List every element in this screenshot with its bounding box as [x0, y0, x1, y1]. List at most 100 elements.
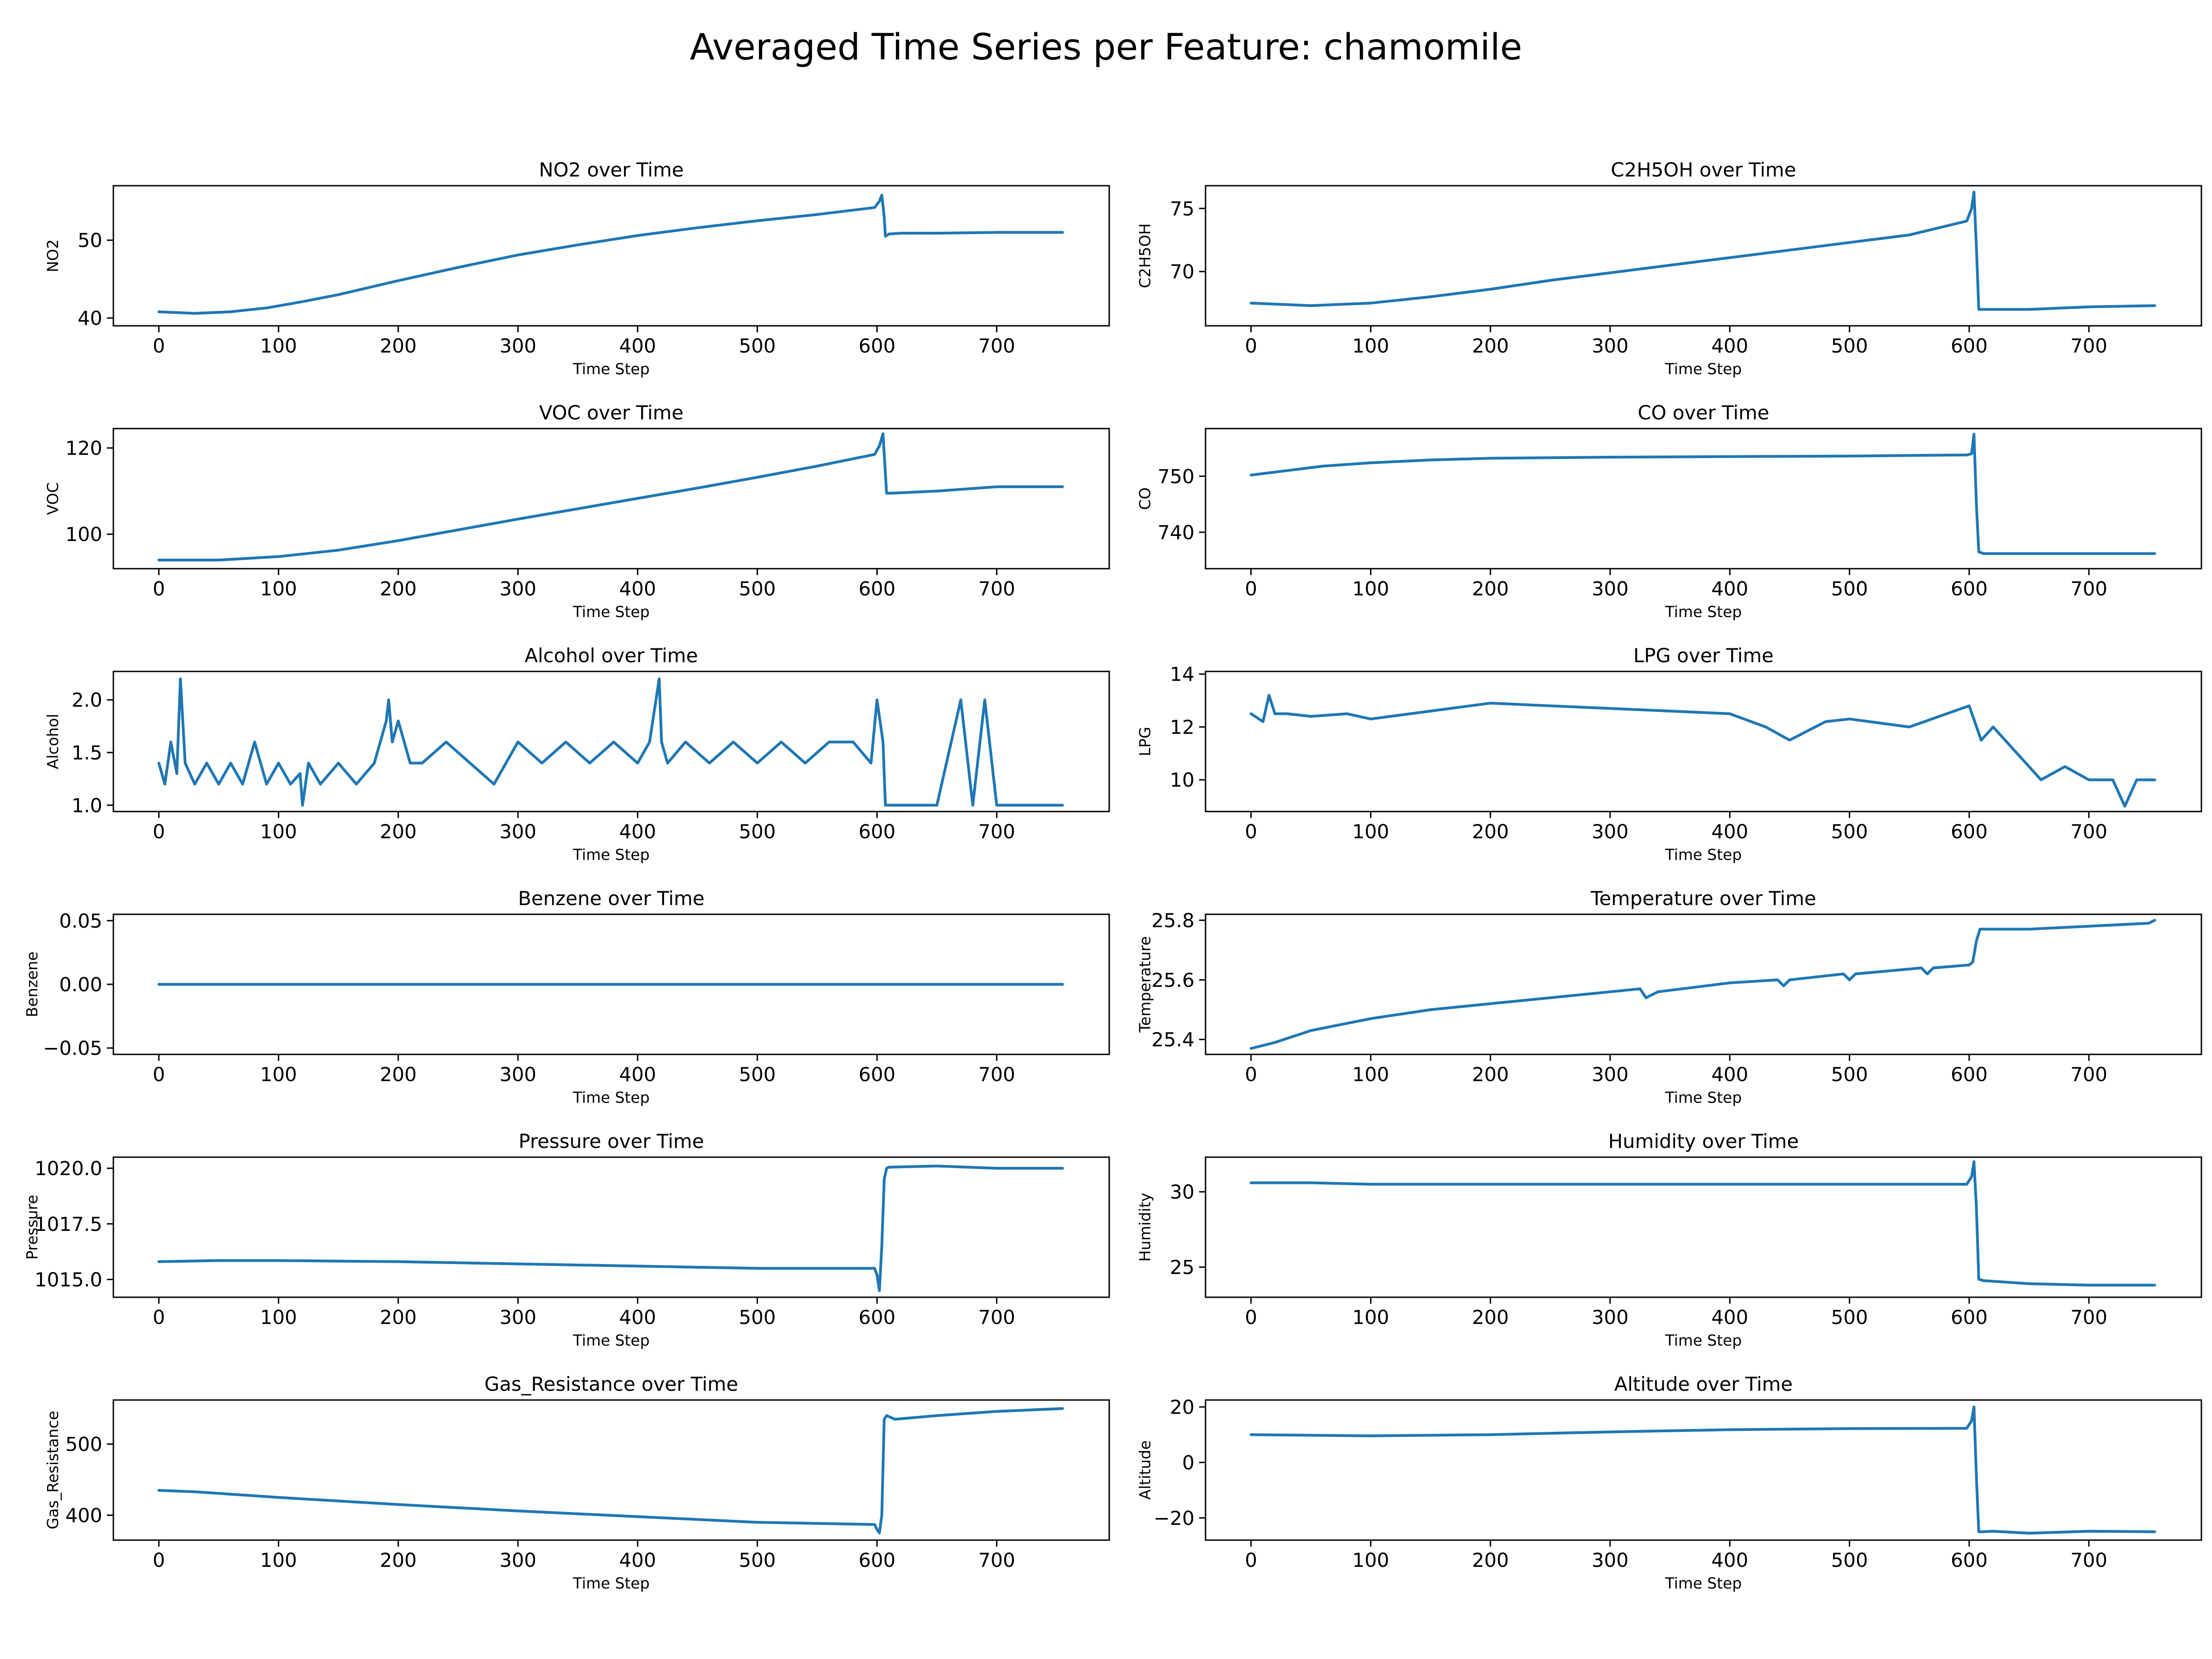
- y-tick-label: 40: [78, 307, 102, 329]
- x-tick-label: 400: [1712, 1306, 1748, 1329]
- y-tick-label: 0.05: [59, 910, 102, 932]
- y-tick-label: 25.8: [1151, 909, 1194, 932]
- subplot-title: Humidity over Time: [1608, 1130, 1799, 1153]
- axes-frame: [112, 1399, 1110, 1541]
- y-tick-label: 120: [65, 437, 102, 459]
- x-tick-label: 700: [2071, 1063, 2107, 1086]
- x-tick-label: 400: [619, 335, 656, 357]
- y-axis-label: Altitude: [1136, 1441, 1154, 1500]
- x-tick-label: 600: [1951, 820, 1988, 843]
- y-tick-label: 740: [1158, 521, 1194, 544]
- x-tick-label: 200: [1472, 335, 1509, 357]
- axes-frame: [1205, 1156, 2202, 1298]
- x-tick-label: 600: [859, 577, 895, 600]
- y-tick-label: 14: [1170, 663, 1194, 686]
- y-tick-label: 1017.5: [35, 1213, 102, 1235]
- x-tick-label: 200: [380, 1306, 417, 1329]
- x-tick-label: 700: [2071, 577, 2107, 600]
- x-tick-label: 700: [2071, 1549, 2107, 1571]
- y-axis-label: LPG: [1136, 727, 1154, 756]
- axes-frame: [1205, 913, 2202, 1055]
- x-axis-label: Time Step: [1665, 846, 1741, 864]
- axes-frame: [112, 1156, 1110, 1298]
- x-tick-label: 600: [1951, 577, 1988, 600]
- subplot-9: Pressure over Time 0 100 200 300 400 500 600 700…: [23, 1130, 1110, 1349]
- x-tick-label: 500: [739, 335, 776, 357]
- x-tick-label: 700: [978, 1549, 1015, 1571]
- x-axis-label: Time Step: [1665, 603, 1741, 621]
- x-tick-label: 0: [153, 1306, 165, 1329]
- x-tick-label: 600: [1951, 335, 1988, 357]
- y-tick-label: 750: [1158, 465, 1194, 488]
- y-tick-label: 0: [1182, 1451, 1194, 1474]
- subplot-title: C2H5OH over Time: [1611, 159, 1796, 181]
- x-tick-label: 500: [739, 1549, 776, 1571]
- y-tick-label: 25.6: [1151, 969, 1194, 991]
- x-tick-label: 100: [1352, 820, 1389, 843]
- x-tick-label: 500: [1831, 1549, 1868, 1571]
- y-tick-label: 2.0: [71, 689, 102, 712]
- y-tick-label: −20: [1153, 1507, 1194, 1530]
- y-axis-label: NO2: [44, 239, 62, 272]
- x-tick-label: 500: [1831, 1063, 1868, 1086]
- y-axis-label: Humidity: [1136, 1193, 1154, 1262]
- x-axis-label: Time Step: [1665, 1331, 1741, 1349]
- x-tick-label: 300: [1592, 1549, 1629, 1571]
- x-tick-label: 300: [500, 577, 536, 600]
- subplot-title: Benzene over Time: [518, 887, 705, 910]
- x-tick-label: 400: [619, 820, 656, 843]
- x-tick-label: 400: [619, 1306, 656, 1329]
- x-tick-label: 200: [1472, 1549, 1509, 1571]
- series-line: [157, 194, 1064, 315]
- x-tick-label: 400: [619, 1063, 656, 1086]
- x-tick-label: 0: [1245, 577, 1257, 600]
- x-axis-label: Time Step: [572, 1574, 649, 1592]
- x-axis-label: Time Step: [1665, 360, 1741, 378]
- y-tick-label: 100: [65, 523, 102, 546]
- x-tick-label: 0: [153, 820, 165, 843]
- x-tick-label: 200: [1472, 820, 1509, 843]
- x-axis-label: Time Step: [572, 1331, 649, 1349]
- x-tick-label: 500: [1831, 1306, 1868, 1329]
- x-tick-label: 600: [1951, 1549, 1988, 1571]
- x-tick-label: 400: [1712, 335, 1748, 357]
- x-tick-label: 700: [978, 820, 1015, 843]
- subplot-title: NO2 over Time: [539, 159, 683, 181]
- x-tick-label: 700: [978, 577, 1015, 600]
- subplot-1: NO2 over Time 0 100 200 300 400 500 600 700 40 50 T…: [44, 159, 1110, 378]
- y-tick-label: 10: [1170, 769, 1194, 791]
- subplot-7: Benzene over Time 0 100 200 300 400 500 600 700 −…: [23, 887, 1110, 1106]
- x-tick-label: 500: [1831, 820, 1868, 843]
- subplot-8: Temperature over Time 0 100 200 300 400 500 600…: [1136, 887, 2202, 1106]
- y-tick-label: 12: [1170, 716, 1194, 738]
- x-tick-label: 300: [1592, 1306, 1629, 1329]
- subplot-title: Gas_Resistance over Time: [484, 1373, 738, 1395]
- series-line: [157, 1407, 1064, 1535]
- x-tick-label: 700: [978, 1306, 1015, 1329]
- x-tick-label: 100: [260, 1549, 297, 1571]
- x-axis-label: Time Step: [572, 846, 649, 864]
- axes-frame: [1205, 185, 2202, 327]
- x-tick-label: 500: [739, 1306, 776, 1329]
- x-tick-label: 300: [500, 335, 536, 357]
- figure-title: Averaged Time Series per Feature: chamom…: [689, 27, 1523, 68]
- subplot-11: Gas_Resistance over Time 0 100 200 300 400 500…: [44, 1373, 1110, 1592]
- x-tick-label: 500: [739, 1063, 776, 1086]
- x-tick-label: 600: [859, 820, 895, 843]
- x-tick-label: 200: [1472, 1063, 1509, 1086]
- x-axis-label: Time Step: [572, 603, 649, 621]
- x-tick-label: 0: [1245, 1306, 1257, 1329]
- x-tick-label: 700: [978, 1063, 1015, 1086]
- x-tick-label: 200: [1472, 577, 1509, 600]
- y-tick-label: 25.4: [1151, 1029, 1194, 1051]
- x-tick-label: 200: [380, 1549, 417, 1571]
- x-tick-label: 300: [500, 1306, 536, 1329]
- series-line: [1249, 918, 2156, 1050]
- subplot-6: LPG over Time 0 100 200 300 400 500 600 700 10 12 1…: [1136, 644, 2202, 864]
- x-tick-label: 600: [859, 1549, 895, 1571]
- y-tick-label: 70: [1170, 260, 1194, 283]
- x-tick-label: 700: [978, 335, 1015, 357]
- series-line: [157, 677, 1064, 807]
- x-tick-label: 100: [260, 820, 297, 843]
